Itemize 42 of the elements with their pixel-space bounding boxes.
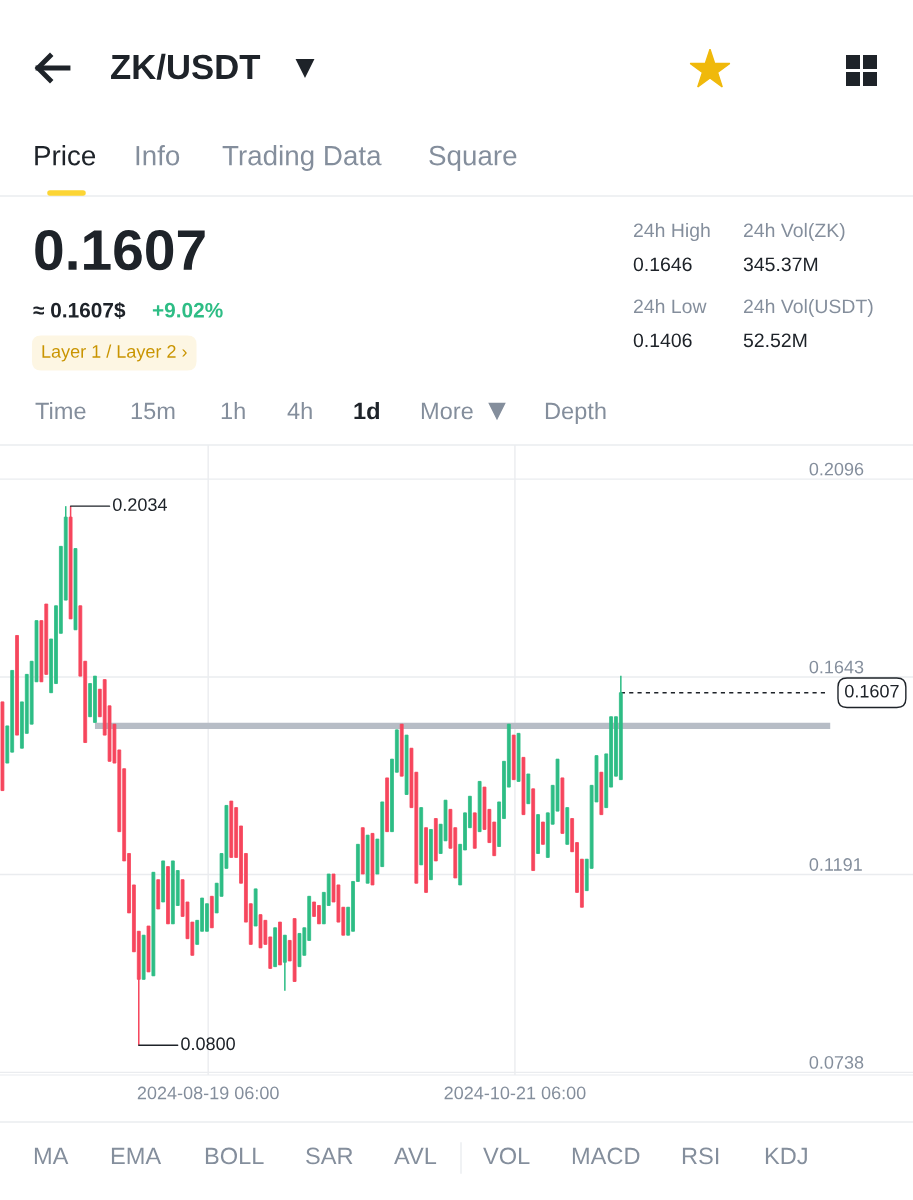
x-tick-label: 2024-10-21 06:00 [444,1086,586,1100]
text: RSI [682,1147,719,1165]
text: 24h High [633,222,710,242]
x-tick-label: 2024-08-19 06:00 [137,1086,279,1100]
text: 24h Vol(USDT) [743,298,873,318]
text: Time [35,401,86,420]
text: 0.1607 [35,229,205,271]
text: KDJ [765,1147,807,1165]
y-tick-label: 0.0738 [809,1056,864,1069]
text: More [421,402,473,420]
text: EMA [111,1147,162,1165]
text: 1h [221,401,245,420]
text: Info [136,145,180,166]
text: VOL [483,1147,530,1165]
text: 24h Low [633,298,707,314]
text: Square [429,145,517,171]
y-tick-label: 0.2096 [809,462,864,476]
text: BOLL [205,1147,264,1165]
text: SAR [306,1147,353,1165]
text: 345.37M [743,257,818,272]
text: Price [35,145,96,166]
text: MACD [572,1147,640,1165]
text: MA [34,1147,69,1165]
text: Trading Data [222,145,382,171]
text: 4h [287,401,312,420]
text: AVL [394,1147,437,1165]
annotation: 0.2034 [112,498,167,512]
text: 0.1646 [633,257,692,272]
text: 52.52M [743,333,807,348]
text: Layer 1 / Layer 2 › [42,344,187,362]
ref-line-label: 0.1607 [845,684,899,698]
y-tick-label: 0.1643 [809,660,864,674]
text: ≈ 0.1607$ [33,301,126,319]
text: 0.1406 [633,333,692,348]
y-tick-label: 0.1191 [809,858,862,871]
text: 24h Vol(ZK) [743,222,845,242]
text: Depth [545,401,606,425]
chart-title: ZK/USDT [111,53,261,80]
annotation: 0.0800 [181,1037,235,1051]
text: +9.02% [152,302,223,318]
text: 1d [354,401,379,420]
text: 15m [131,402,175,420]
